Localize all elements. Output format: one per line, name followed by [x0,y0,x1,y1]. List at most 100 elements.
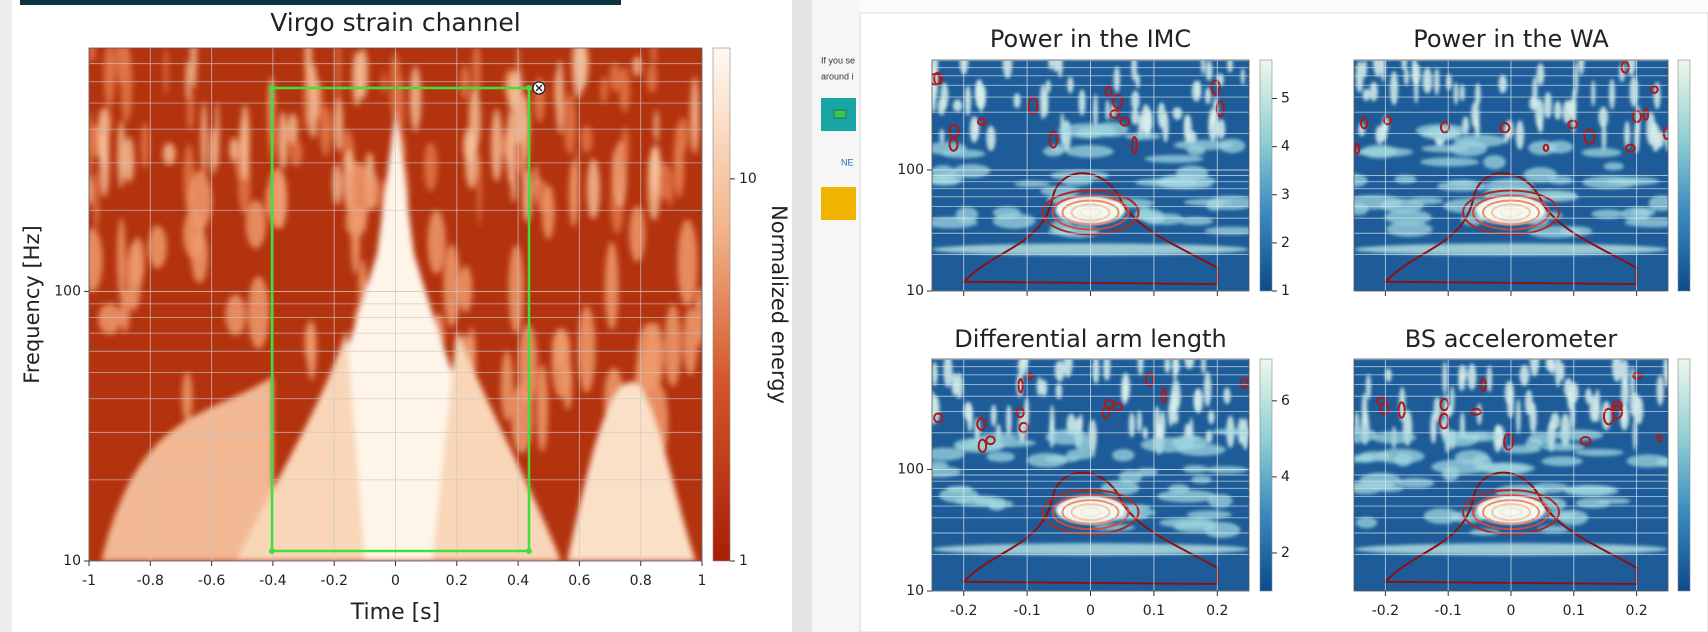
heatmap-texture [1354,359,1668,556]
plot-area [932,60,1249,291]
yellow-button[interactable] [821,187,856,220]
texture [1651,123,1661,152]
texture [1445,73,1452,91]
texture [1529,359,1540,377]
colorbar-tick-label: 2 [1281,235,1290,251]
texture [1379,198,1424,213]
x-tick-label: -0.4 [259,573,286,589]
texture [1621,378,1630,409]
contour [948,124,960,139]
x-tick-label: 0 [1507,603,1516,619]
contour [1439,120,1451,134]
selection-box[interactable] [269,81,546,554]
contour [1048,130,1059,149]
texture [1554,100,1562,120]
texture [1205,430,1213,444]
texture [954,495,1006,507]
left-edge [0,0,12,632]
texture [1483,155,1506,170]
texture [673,123,684,192]
texture [1648,195,1668,212]
texture [460,65,470,101]
texture [1515,120,1525,150]
chart-title: Differential arm length [954,325,1227,353]
colorbar [1677,358,1691,592]
texture [345,206,367,238]
sidebar-link[interactable]: NE [841,157,854,167]
contour [1215,100,1225,118]
handle [269,85,275,91]
texture [1164,359,1171,374]
texture [1369,81,1378,102]
texture [690,76,700,155]
texture [1384,209,1432,225]
texture [1498,74,1508,94]
texture [986,125,996,152]
texture [1396,477,1435,489]
texture [1394,453,1413,467]
texture [200,101,208,176]
texture [1140,437,1194,453]
x-tick-label: 0 [391,573,400,589]
texture [1093,93,1098,128]
texture [1136,467,1158,477]
texture [119,289,130,333]
colorbar-label: Normalized energy [767,205,791,404]
texture [1469,528,1500,536]
texture [507,72,519,112]
contour [1499,122,1511,134]
texture [1045,455,1080,463]
texture [240,104,250,181]
texture [1121,380,1129,405]
texture [1665,128,1668,152]
y-tick-label: 100 [897,162,924,178]
texture [191,228,208,283]
texture [141,121,150,170]
texture [542,184,555,240]
texture [1569,397,1576,430]
texture [653,109,659,143]
texture [1474,83,1481,106]
texture [1594,389,1601,423]
x-tick-label: 0.4 [507,573,529,589]
texture [306,325,317,381]
texture [1403,68,1410,86]
texture [1018,411,1027,444]
texture [1541,456,1583,467]
texture [117,120,126,189]
top-strip [20,0,621,5]
texture [932,90,937,113]
texture [1040,379,1048,397]
contour [1383,471,1638,586]
heatmap-texture [89,48,702,561]
texture [939,128,945,144]
contour [1579,436,1592,446]
texture [990,404,997,427]
texture [664,304,682,387]
texture [1601,400,1612,431]
contour [1620,60,1630,74]
texture [658,163,673,201]
texture [1486,365,1493,393]
texture [1144,154,1204,163]
texture [1078,413,1083,430]
texture [1103,359,1111,381]
texture [190,48,197,90]
texture [103,48,116,108]
texture [1656,375,1664,406]
texture [352,51,363,107]
texture [97,108,110,166]
texture [1574,60,1579,97]
texture [1365,373,1371,400]
texture [1574,448,1624,457]
texture [1355,61,1364,93]
contour [1015,407,1025,419]
texture [1043,146,1064,157]
texture [952,164,991,178]
contour [961,471,1219,586]
texture [162,142,176,165]
texture [491,108,503,182]
texture [1653,81,1661,110]
texture [130,237,145,287]
texture [649,144,662,191]
